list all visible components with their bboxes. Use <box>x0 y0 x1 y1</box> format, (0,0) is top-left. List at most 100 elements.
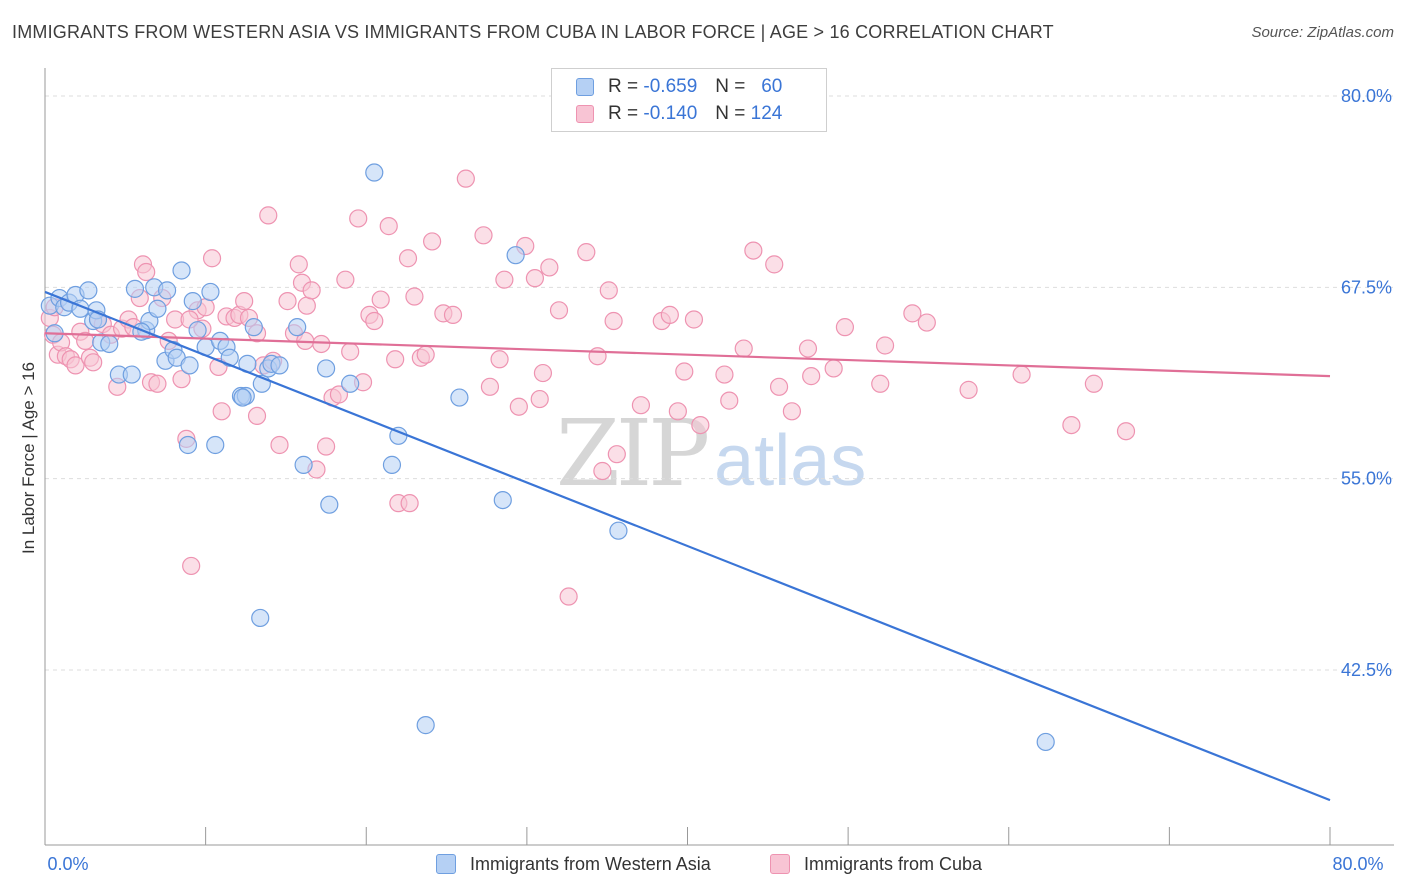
data-point-cuba <box>400 494 419 513</box>
legend-r-value: -0.659 <box>643 76 698 97</box>
data-point-cuba <box>416 345 435 364</box>
data-point-western-asia <box>288 318 307 337</box>
data-point-cuba <box>1062 415 1081 435</box>
data-point-cuba <box>917 313 936 332</box>
data-point-cuba <box>278 292 297 311</box>
data-point-cuba <box>631 396 651 415</box>
data-point-cuba <box>588 347 607 366</box>
data-point-western-asia <box>188 321 207 340</box>
legend-row-western-asia: R = -0.659 N = 60 <box>576 76 782 98</box>
legend-box: R = -0.659 N = 60 R = -0.140 N = 124 <box>551 68 827 132</box>
data-point-western-asia <box>206 435 225 455</box>
data-point-western-asia <box>270 356 289 375</box>
data-point-cuba <box>137 262 156 282</box>
data-point-cuba <box>540 258 559 277</box>
watermark: ZIP atlas <box>556 400 866 507</box>
data-point-cuba <box>533 363 553 383</box>
data-point-cuba <box>365 311 384 331</box>
data-point-cuba <box>202 249 222 268</box>
data-point-western-asia <box>320 495 339 514</box>
bottom-legend-label: Immigrants from Western Asia <box>470 853 711 874</box>
data-point-cuba <box>379 217 398 236</box>
data-point-cuba <box>443 305 463 324</box>
source-label: Source: ZipAtlas.com <box>1251 24 1394 41</box>
trend-line-cuba <box>44 332 1331 378</box>
bottom-legend-swatch-blue <box>436 854 456 874</box>
y-tick-label: 42.5% <box>1341 660 1392 680</box>
data-point-cuba <box>871 374 890 393</box>
data-point-cuba <box>802 367 821 386</box>
series-cuba <box>40 169 1136 606</box>
data-point-cuba <box>495 270 514 289</box>
y-tick-label: 55.0% <box>1341 469 1392 489</box>
legend-n-value: 60 <box>761 76 783 97</box>
data-point-cuba <box>247 406 267 426</box>
data-point-western-asia <box>316 359 336 378</box>
bottom-legend-label: Immigrants from Cuba <box>804 853 983 874</box>
data-point-cuba <box>782 402 802 421</box>
data-point-cuba <box>371 290 390 309</box>
y-tick-label: 80.0% <box>1341 86 1392 106</box>
data-point-western-asia <box>233 388 252 407</box>
data-point-cuba <box>559 587 578 606</box>
data-point-cuba <box>525 269 545 288</box>
data-point-cuba <box>316 437 336 456</box>
data-point-cuba <box>302 281 321 300</box>
data-point-cuba <box>675 362 694 381</box>
data-point-cuba <box>549 301 569 320</box>
data-point-cuba <box>172 370 191 389</box>
legend-n-label: N = <box>715 76 746 97</box>
data-point-western-asia <box>172 261 191 280</box>
x-tick-label: 80.0% <box>1332 854 1383 874</box>
data-point-cuba <box>530 389 549 409</box>
data-point-cuba <box>903 304 922 323</box>
data-point-cuba <box>509 397 528 416</box>
data-point-western-asia <box>450 388 469 407</box>
data-point-cuba <box>798 339 818 358</box>
data-point-cuba <box>456 169 475 188</box>
data-point-cuba <box>336 270 355 289</box>
data-point-cuba <box>835 318 855 337</box>
data-point-western-asia <box>1036 732 1055 752</box>
data-point-western-asia <box>157 281 177 300</box>
data-point-cuba <box>1084 374 1103 393</box>
data-point-western-asia <box>79 281 98 300</box>
data-point-cuba <box>212 402 231 421</box>
legend-swatch-pink <box>576 105 594 123</box>
y-tick-label: 67.5% <box>1341 277 1392 297</box>
data-point-cuba <box>312 334 331 354</box>
data-point-western-asia <box>244 318 263 337</box>
data-point-cuba <box>289 255 308 274</box>
data-point-western-asia <box>382 455 402 474</box>
data-point-western-asia <box>180 356 199 375</box>
data-point-western-asia <box>609 521 628 540</box>
data-point-western-asia <box>294 455 313 474</box>
chart-title: IMMIGRANTS FROM WESTERN ASIA VS IMMIGRAN… <box>12 22 1054 42</box>
data-point-cuba <box>744 241 763 260</box>
data-point-cuba <box>270 435 289 455</box>
data-point-western-asia <box>365 163 384 182</box>
data-point-cuba <box>577 243 596 262</box>
data-point-western-asia <box>493 490 512 510</box>
gridlines <box>45 95 1394 671</box>
data-point-cuba <box>423 232 442 251</box>
data-point-western-asia <box>178 435 198 455</box>
data-point-cuba <box>734 339 753 358</box>
data-point-cuba <box>341 342 360 361</box>
data-point-cuba <box>684 310 704 329</box>
data-point-cuba <box>148 374 167 393</box>
data-point-cuba <box>84 353 103 372</box>
data-point-cuba <box>182 556 201 576</box>
data-point-western-asia <box>122 365 141 384</box>
data-point-western-asia <box>506 246 525 265</box>
data-point-western-asia <box>220 348 239 367</box>
data-point-cuba <box>604 311 623 331</box>
data-point-western-asia <box>416 716 435 735</box>
data-point-cuba <box>875 336 895 355</box>
data-point-cuba <box>259 206 278 225</box>
data-point-cuba <box>398 249 418 268</box>
axes <box>44 68 1394 846</box>
data-point-cuba <box>235 292 254 311</box>
data-point-western-asia <box>125 279 145 298</box>
